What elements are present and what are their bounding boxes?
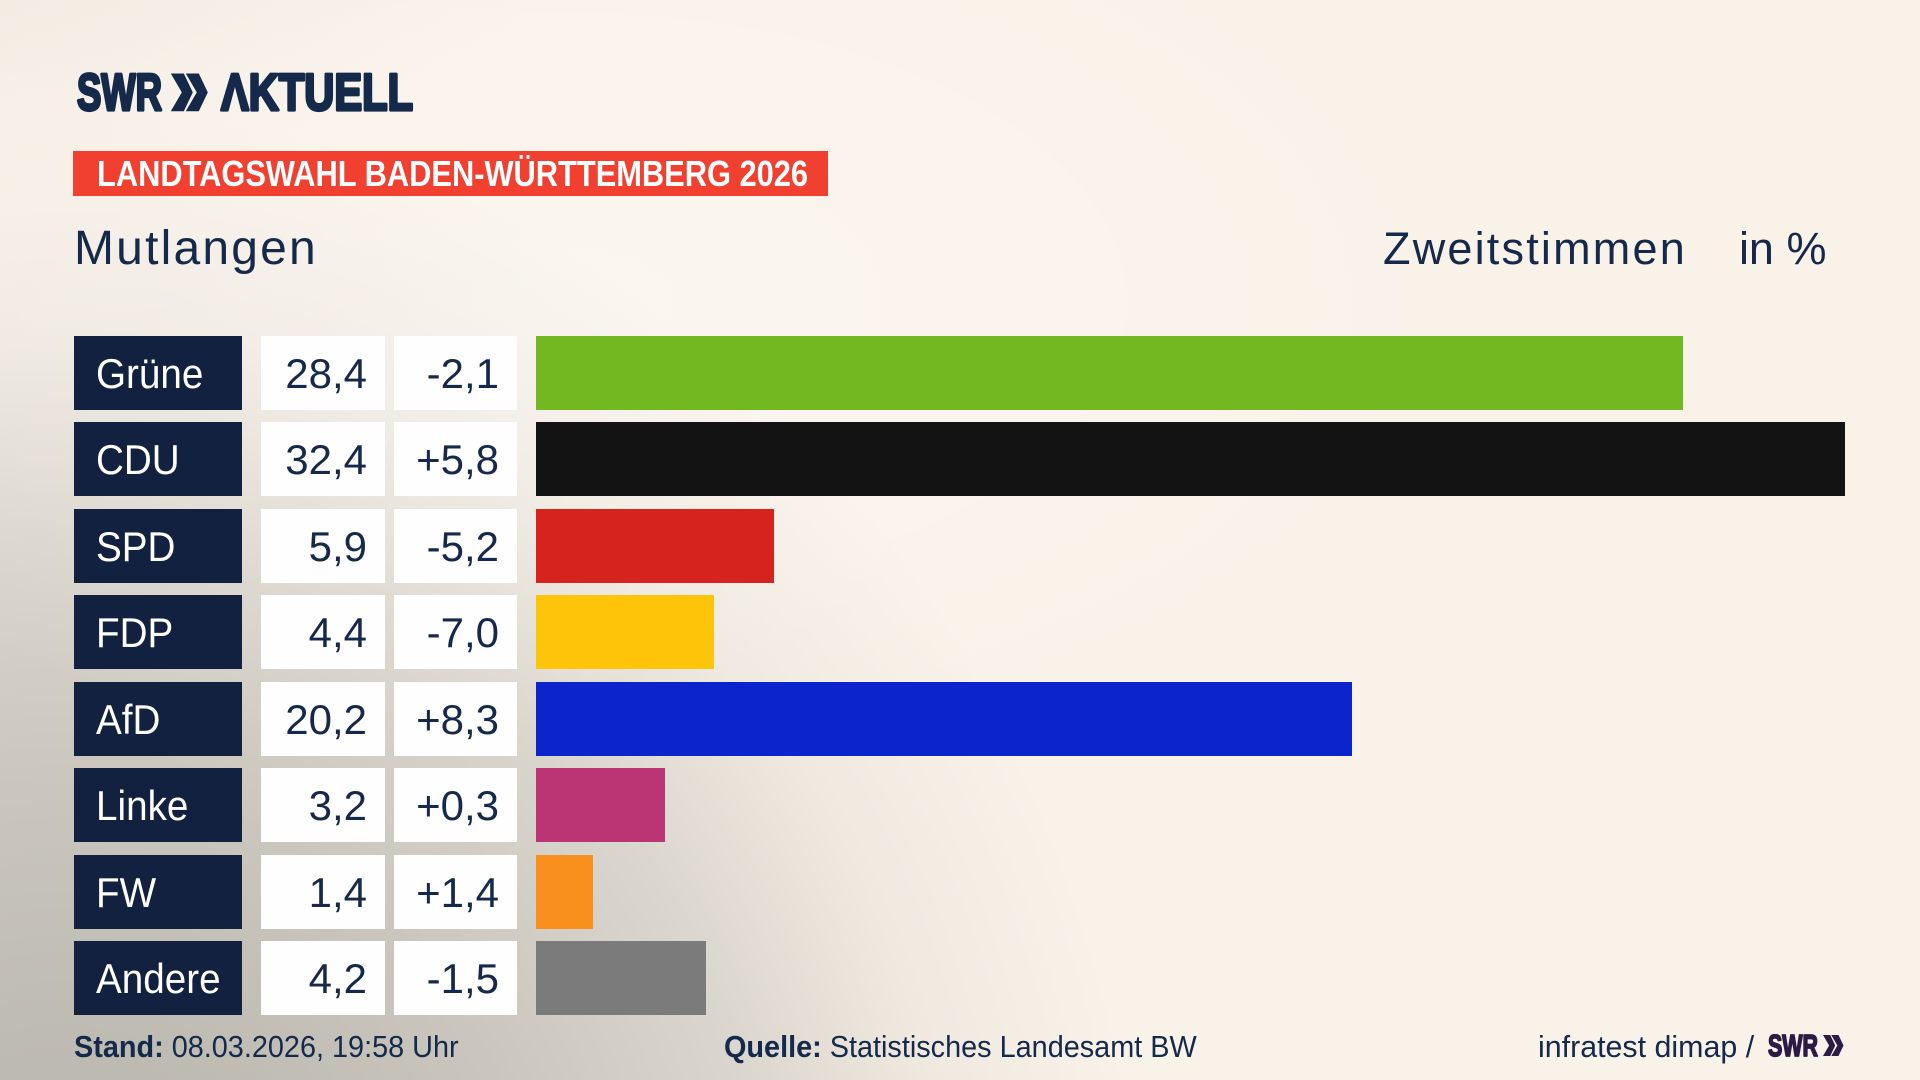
svg-text:SWR: SWR	[1768, 1034, 1818, 1058]
svg-text:SWR: SWR	[77, 70, 162, 116]
svg-text:ΛKTUELL: ΛKTUELL	[221, 70, 413, 116]
